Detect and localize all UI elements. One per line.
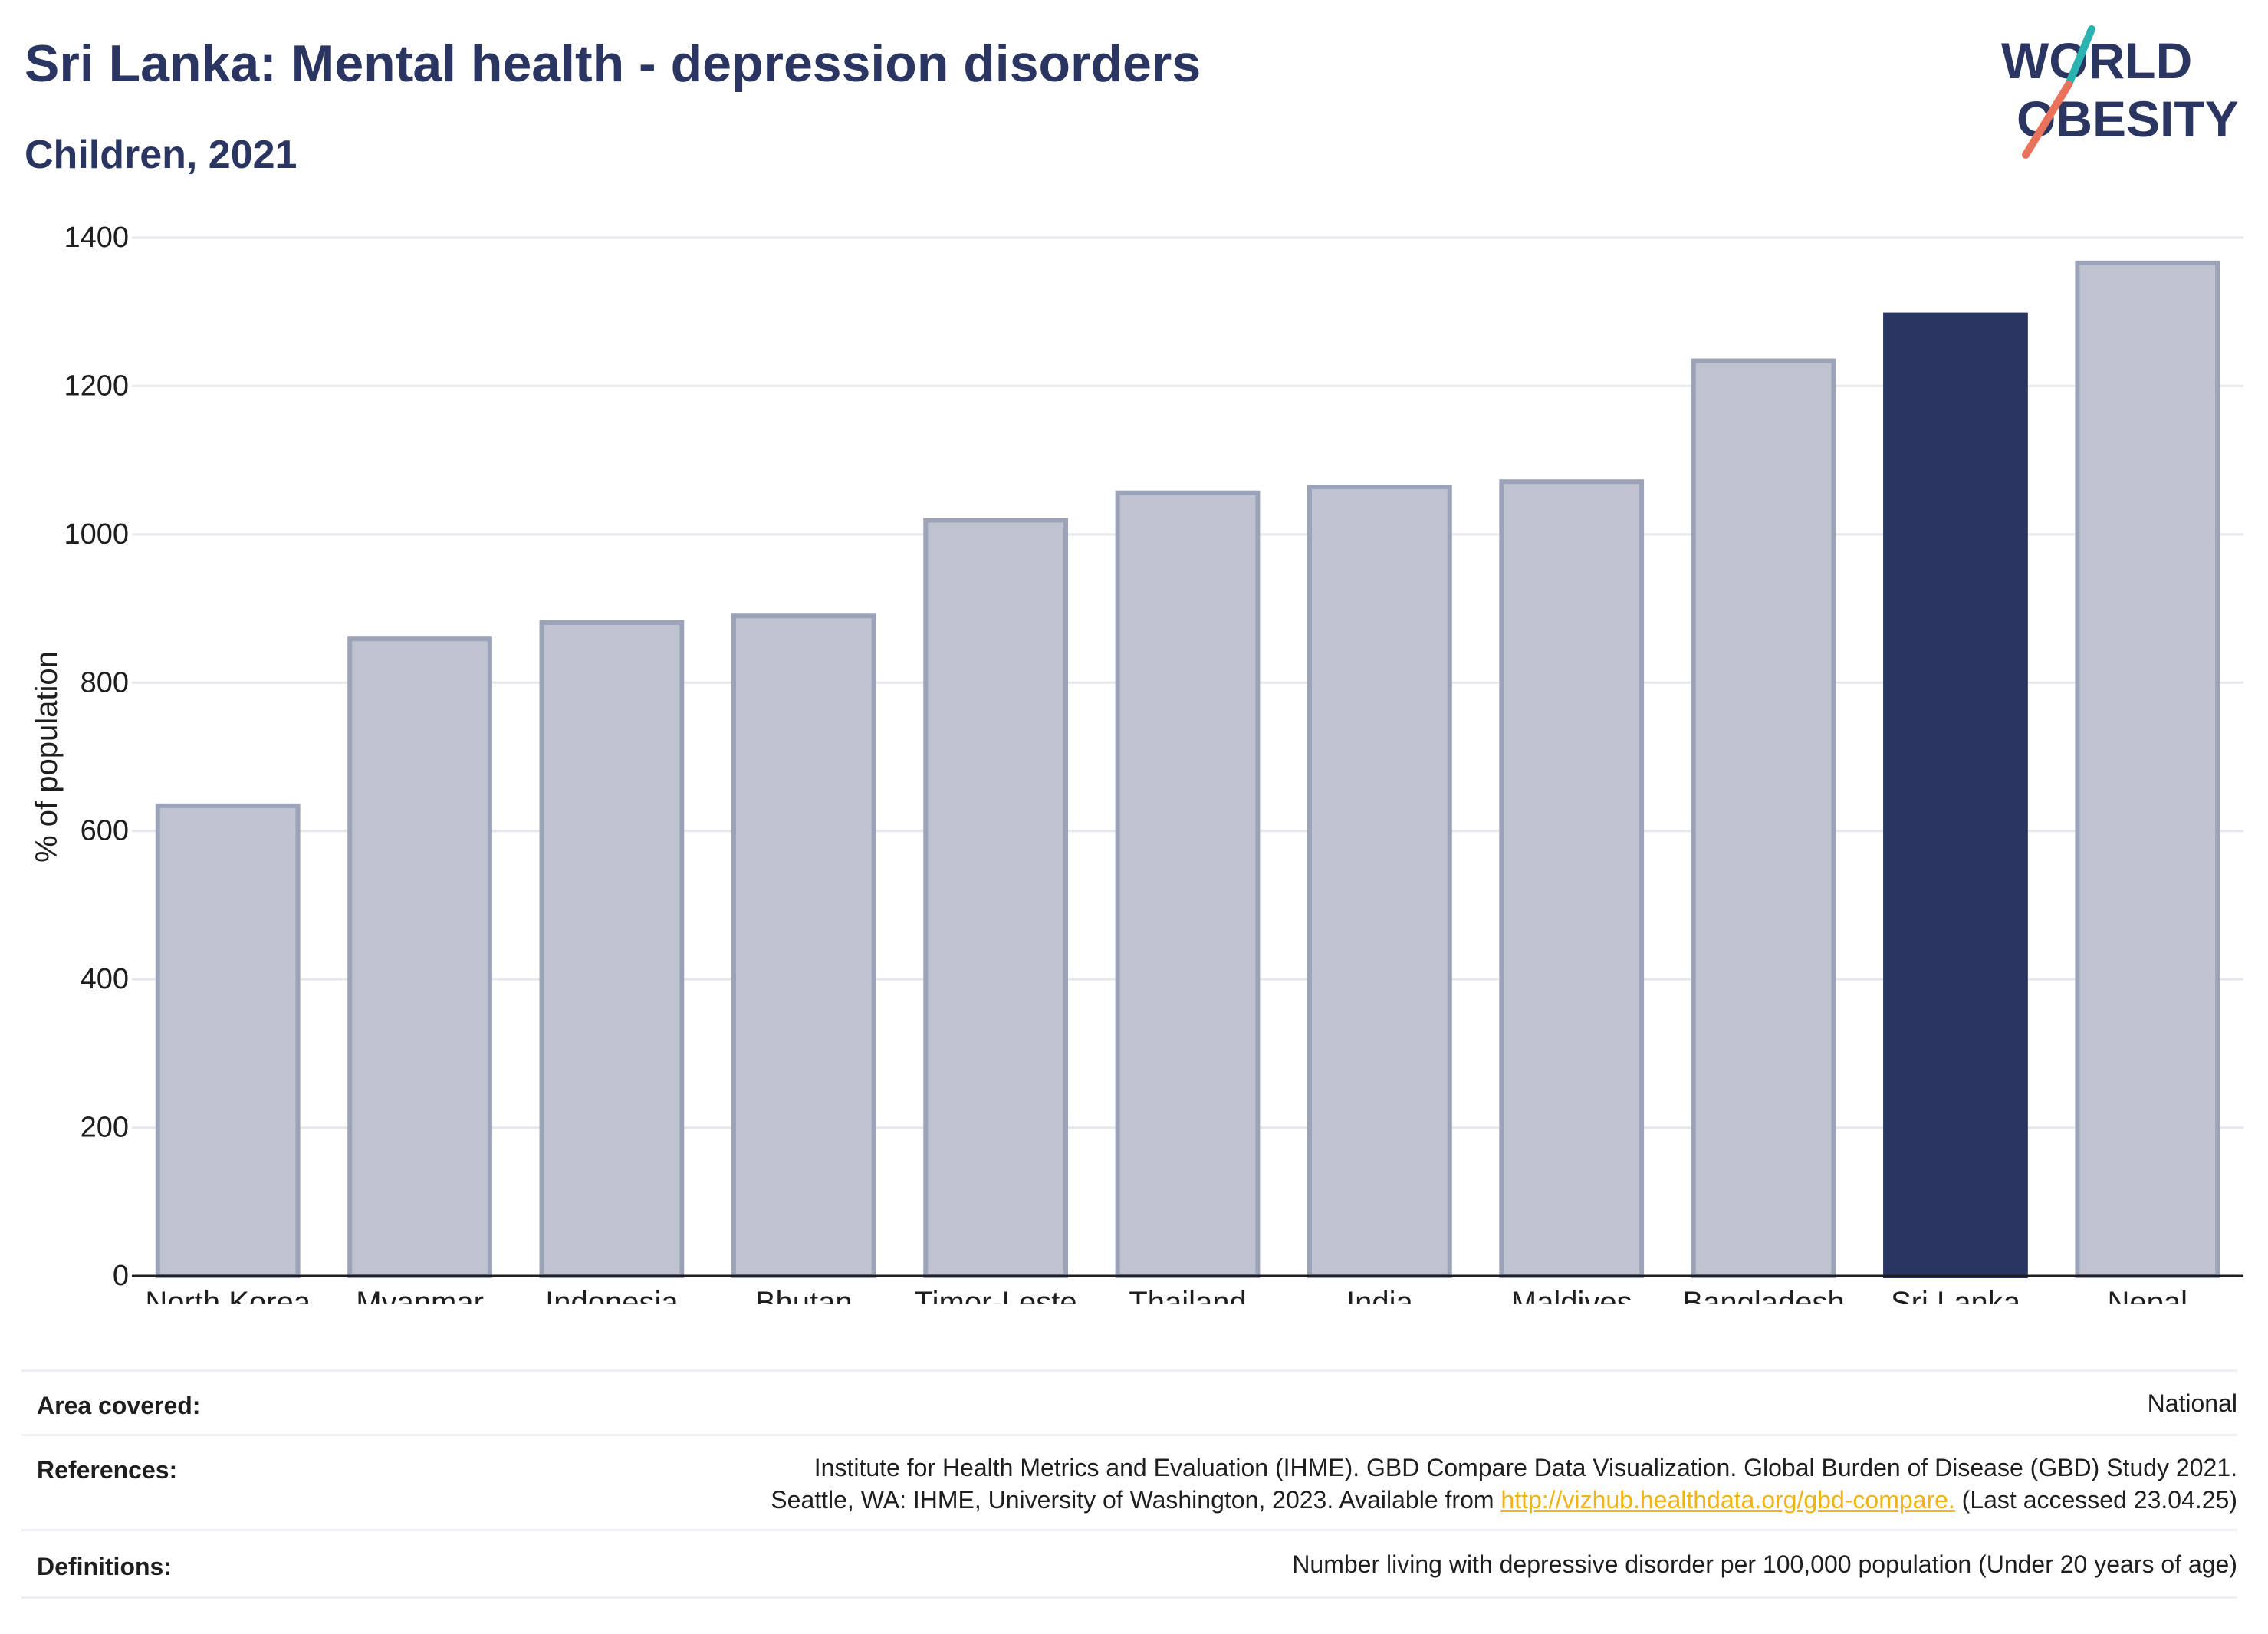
info-row-area: Area covered: National — [21, 1369, 2237, 1435]
bar-chart: 0 200 400 600 800 1000 1200 1400 North Korea Myan… — [30, 222, 2243, 1304]
bar — [1307, 484, 1452, 1279]
references-value: Institute for Health Metrics and Evaluat… — [771, 1452, 2237, 1516]
bar — [923, 518, 1069, 1278]
y-tick-label: 400 — [81, 963, 129, 995]
bar — [539, 620, 685, 1278]
world-obesity-logo: WORLD OBESITY — [2001, 25, 2239, 159]
bar — [2075, 260, 2220, 1279]
bar — [1115, 490, 1261, 1278]
x-tick-label: Bangladesh — [1682, 1286, 1844, 1304]
logo-obesity-text: OBESITY — [2017, 90, 2239, 147]
definitions-label: Definitions: — [37, 1553, 172, 1580]
x-tick-label: Indonesia — [545, 1286, 679, 1304]
x-tick-label: Timor-Leste — [915, 1286, 1077, 1304]
y-tick-label: 1000 — [64, 518, 129, 551]
bar — [1883, 312, 2028, 1278]
area-label: Area covered: — [37, 1392, 201, 1419]
x-tick-label: Myanmar — [356, 1286, 484, 1304]
x-tick-label: Maldives — [1511, 1286, 1632, 1304]
y-tick-label: 0 — [113, 1260, 129, 1292]
bar — [1691, 358, 1836, 1279]
y-axis-label: % of population — [30, 651, 64, 863]
references-line2: Seattle, WA: IHME, University of Washing… — [771, 1484, 2237, 1516]
area-value: National — [2147, 1389, 2237, 1417]
y-tick-label: 1400 — [64, 222, 129, 254]
references-line2-pre: Seattle, WA: IHME, University of Washing… — [771, 1486, 1501, 1514]
chart-subtitle: Children, 2021 — [25, 133, 297, 177]
bar — [347, 636, 492, 1278]
chart-title: Sri Lanka: Mental health - depression di… — [25, 35, 1201, 93]
bar — [155, 803, 301, 1278]
logo-slash-teal — [2065, 25, 2095, 88]
info-bottom-divider — [21, 1596, 2237, 1599]
y-tick-label: 800 — [81, 666, 129, 699]
x-tick-label: Thailand — [1129, 1286, 1246, 1304]
bar — [731, 613, 876, 1278]
x-tick-label: North Korea — [145, 1286, 311, 1304]
bar — [1499, 479, 1645, 1279]
x-tick-label: India — [1346, 1286, 1413, 1304]
logo-slash-coral — [2022, 81, 2072, 159]
definitions-value: Number living with depressive disorder p… — [1292, 1550, 2237, 1578]
x-tick-label: Sri Lanka — [1891, 1286, 2021, 1304]
info-row-definitions: Definitions: Number living with depressi… — [21, 1529, 2237, 1597]
y-tick-label: 1200 — [64, 370, 129, 402]
references-link[interactable]: http://vizhub.healthdata.org/gbd-compare… — [1500, 1486, 1955, 1514]
references-line2-post: (Last accessed 23.04.25) — [1954, 1486, 2237, 1514]
x-tick-label: Nepal — [2108, 1286, 2188, 1304]
logo-world-text: WORLD — [2001, 32, 2192, 89]
info-row-references: References: Institute for Health Metrics… — [21, 1434, 2237, 1530]
references-label: References: — [37, 1456, 178, 1484]
x-tick-label: Bhutan — [755, 1286, 853, 1304]
y-tick-label: 200 — [81, 1112, 129, 1144]
references-line1: Institute for Health Metrics and Evaluat… — [814, 1454, 2237, 1481]
y-tick-label: 600 — [81, 815, 129, 847]
